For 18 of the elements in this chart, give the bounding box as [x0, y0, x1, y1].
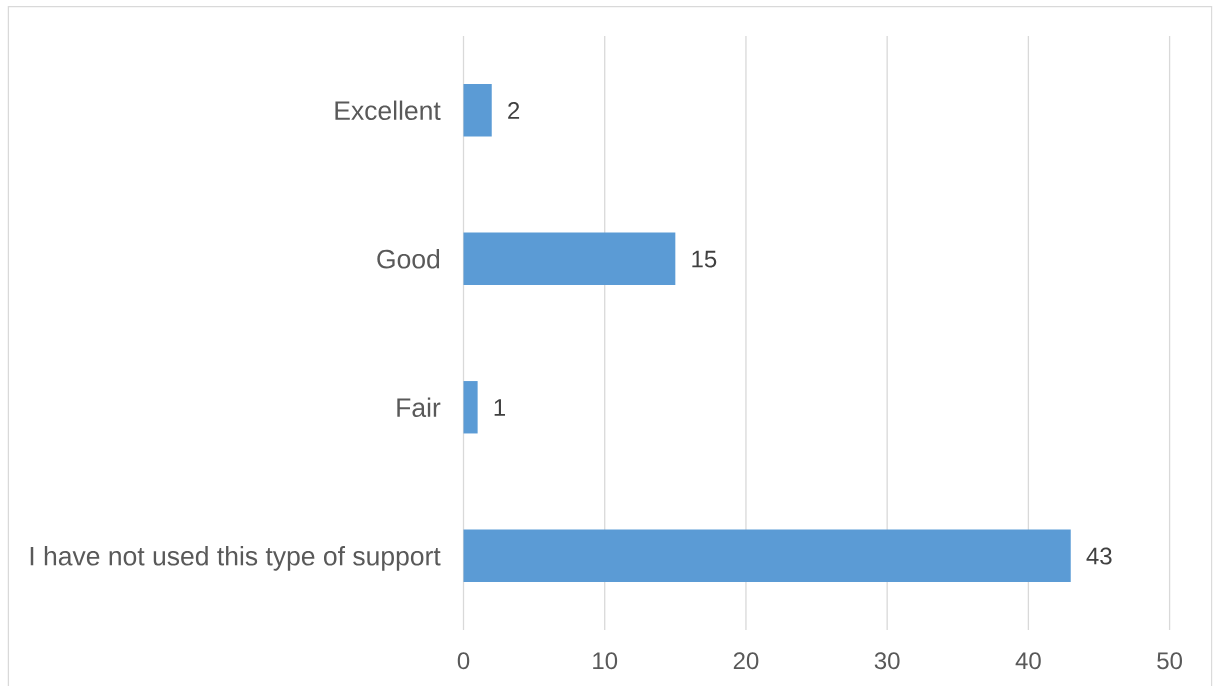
x-tick-label: 30 — [874, 652, 900, 670]
x-tick-label: 50 — [1157, 652, 1182, 670]
x-tick-label: 0 — [457, 652, 470, 670]
x-tick-label: 10 — [593, 652, 618, 670]
bar — [463, 232, 676, 285]
data-label: 2 — [508, 102, 520, 119]
y-tick-label: Excellent — [335, 100, 441, 121]
y-tick-label: I have not used this type of support — [30, 546, 441, 571]
y-tick-label: Fair — [397, 397, 441, 418]
data-label: 15 — [692, 250, 717, 268]
bar — [463, 84, 492, 137]
bar — [463, 529, 1071, 582]
data-label: 43 — [1086, 547, 1112, 565]
y-tick-label: Good — [377, 249, 440, 269]
bar — [463, 381, 478, 434]
data-label: 1 — [494, 399, 505, 416]
x-tick-label: 40 — [1015, 652, 1041, 670]
x-tick-label: 20 — [733, 652, 759, 670]
